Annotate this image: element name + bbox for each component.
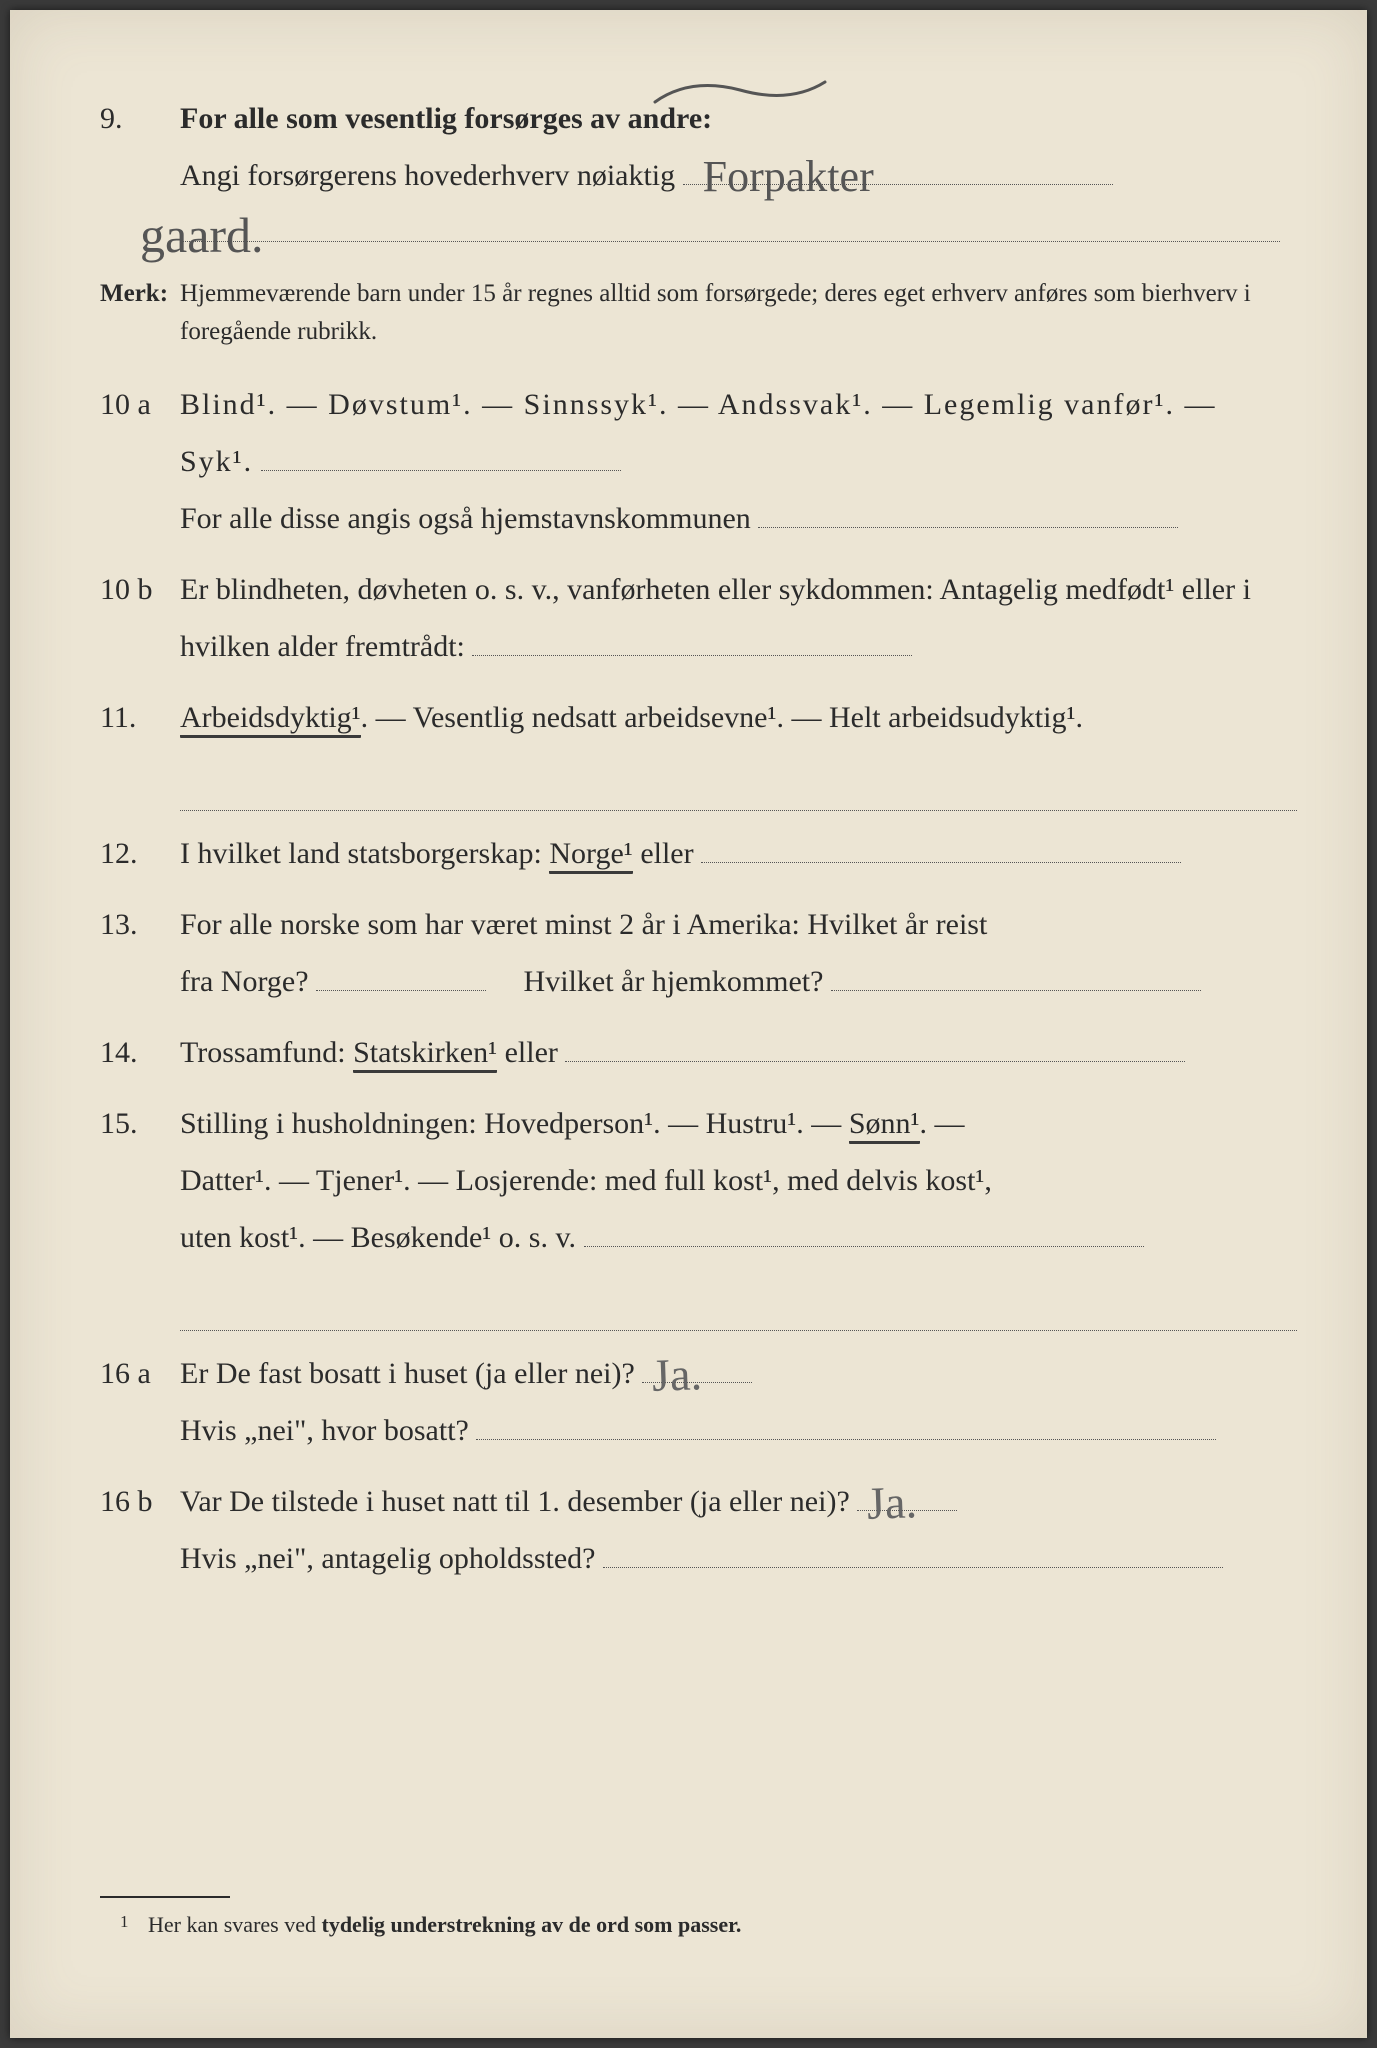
question-13: 13. For alle norske som har været minst …	[100, 896, 1297, 1010]
q12-number: 12.	[100, 825, 180, 882]
q9-hand-1: Forpakter	[703, 135, 874, 219]
q14-post: eller	[497, 1036, 558, 1069]
q15-line2: Datter¹. — Tjener¹. — Losjerende: med fu…	[180, 1164, 992, 1197]
q16a-number: 16 a	[100, 1345, 180, 1402]
q15-post1: . —	[920, 1107, 965, 1140]
q14-pre: Trossamfund:	[180, 1036, 353, 1069]
form-content: 9. For alle som vesentlig forsørges av a…	[100, 90, 1297, 1601]
question-16a: 16 a Er De fast bosatt i huset (ja eller…	[100, 1345, 1297, 1459]
question-15: 15. Stilling i husholdningen: Hovedperso…	[100, 1095, 1297, 1331]
footnote-pre: Her kan svares ved	[148, 1912, 322, 1937]
q9-hand-2: gaard.	[140, 188, 264, 283]
question-16b: 16 b Var De tilstede i huset natt til 1.…	[100, 1473, 1297, 1587]
q16b-number: 16 b	[100, 1473, 180, 1530]
footnote-rule	[100, 1896, 230, 1898]
q12-pre: I hvilket land statsborgerskap:	[180, 837, 549, 870]
q15-line3: uten kost¹. — Besøkende¹ o. s. v.	[180, 1221, 576, 1254]
q10a-number: 10 a	[100, 376, 180, 433]
q12-post: eller	[633, 837, 694, 870]
q11-rest: . — Vesentlig nedsatt arbeidsevne¹. — He…	[361, 701, 1083, 734]
q15-underlined: Sønn¹	[849, 1107, 920, 1144]
q16b-line2: Hvis „nei", antagelig opholdssted?	[180, 1542, 596, 1575]
question-14: 14. Trossamfund: Statskirken¹ eller	[100, 1024, 1297, 1081]
q16a-line2: Hvis „nei", hvor bosatt?	[180, 1414, 469, 1447]
question-10a: 10 a Blind¹. — Døvstum¹. — Sinnssyk¹. — …	[100, 376, 1297, 547]
q14-underlined: Statskirken¹	[353, 1036, 497, 1073]
q14-number: 14.	[100, 1024, 180, 1081]
q16b-q: Var De tilstede i huset natt til 1. dese…	[180, 1485, 850, 1518]
q15-number: 15.	[100, 1095, 180, 1152]
footnote-bold: tydelig understrekning av de ord som pas…	[322, 1912, 742, 1937]
q13-line1: For alle norske som har været minst 2 år…	[180, 908, 987, 941]
question-12: 12. I hvilket land statsborgerskap: Norg…	[100, 825, 1297, 882]
question-11: 11. Arbeidsdyktig¹. — Vesentlig nedsatt …	[100, 689, 1297, 811]
question-10b: 10 b Er blindheten, døvheten o. s. v., v…	[100, 561, 1297, 675]
note-merk: Merk: Hjemmeværende barn under 15 år reg…	[100, 275, 1297, 350]
q16b-answer: Ja.	[866, 1458, 919, 1547]
q11-number: 11.	[100, 689, 180, 746]
merk-text: Hjemmeværende barn under 15 år regnes al…	[180, 275, 1297, 350]
q10a-line2: For alle disse angis også hjemstavnskomm…	[180, 502, 751, 535]
q16a-answer: Ja.	[651, 1330, 704, 1419]
q13-line2a: fra Norge?	[180, 965, 309, 998]
q12-underlined: Norge¹	[549, 837, 632, 874]
q9-title: For alle som vesentlig forsørges av andr…	[180, 102, 712, 135]
q9-number: 9.	[100, 90, 180, 147]
q10b-number: 10 b	[100, 561, 180, 618]
q11-underlined: Arbeidsdyktig¹	[180, 701, 361, 738]
question-9: 9. For alle som vesentlig forsørges av a…	[100, 90, 1297, 261]
q15-pre: Stilling i husholdningen: Hovedperson¹. …	[180, 1107, 849, 1140]
q13-line2b: Hvilket år hjemkommet?	[524, 965, 824, 998]
footnote-num: 1	[120, 1912, 129, 1931]
document-page: 9. For alle som vesentlig forsørges av a…	[10, 10, 1367, 2038]
q16a-q: Er De fast bosatt i huset (ja eller nei)…	[180, 1357, 635, 1390]
q13-number: 13.	[100, 896, 180, 953]
footnote: 1 Her kan svares ved tydelig understrekn…	[120, 1912, 1277, 1938]
